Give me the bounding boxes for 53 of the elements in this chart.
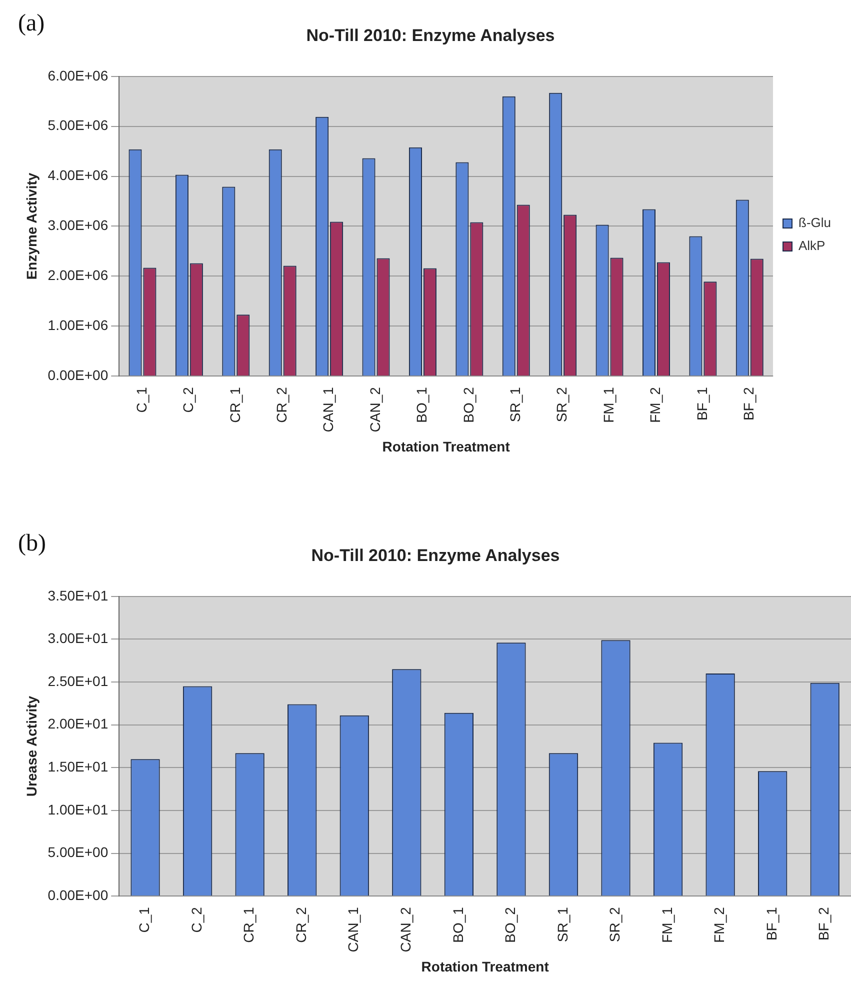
x-tick-label: SR_1 — [506, 386, 523, 422]
x-tick-label: CAN_2 — [398, 906, 414, 952]
x-tick-label: SR_2 — [606, 906, 623, 942]
x-tick-label: CAN_1 — [320, 386, 336, 432]
y-tick-label: 5.00E+06 — [48, 117, 108, 134]
legend-label: ß-Glu — [798, 215, 831, 230]
y-axis-title: Enzyme Activity — [23, 172, 40, 280]
chart-title: No-Till 2010: Enzyme Analyses — [311, 546, 560, 565]
y-tick-label: 3.00E+01 — [48, 630, 108, 646]
y-axis-title: Urease Activity — [23, 696, 40, 797]
x-tick-label: BO_2 — [502, 906, 518, 943]
y-tick-label: 2.00E+06 — [48, 267, 108, 284]
y-tick-label: 6.00E+06 — [48, 67, 108, 84]
x-tick-label: FM_1 — [658, 906, 675, 943]
x-axis-title: Rotation Treatment — [421, 958, 550, 974]
y-tick-label: 0.00E+00 — [48, 366, 108, 383]
x-tick-label: BF_2 — [816, 906, 832, 941]
x-tick-label: C_1 — [133, 386, 150, 413]
x-tick-label: FM_1 — [600, 386, 616, 423]
x-tick-label: CR_2 — [292, 906, 309, 943]
x-tick-label: SR_2 — [554, 386, 570, 422]
x-tick-label: BF_2 — [740, 386, 757, 421]
x-tick-label: BF_1 — [694, 386, 710, 421]
x-tick-label: FM_2 — [711, 906, 728, 943]
x-tick-label: CAN_1 — [345, 906, 362, 952]
x-tick-label: CAN_2 — [366, 386, 383, 432]
y-tick-label: 3.00E+06 — [48, 217, 108, 234]
x-tick-label: CR_2 — [273, 386, 290, 423]
x-tick-label: C_2 — [180, 386, 196, 413]
x-tick-label: BO_1 — [414, 386, 430, 423]
x-tick-label: SR_1 — [554, 906, 570, 942]
x-tick-label: BF_1 — [763, 906, 780, 941]
text: (a) — [18, 10, 45, 36]
text: (b) — [18, 530, 46, 556]
legend-label: AlkP — [798, 238, 826, 254]
y-tick-label: 2.50E+01 — [48, 672, 108, 689]
x-tick-label: CR_1 — [226, 386, 243, 423]
x-tick-label: BO_1 — [450, 906, 466, 943]
y-tick-label: 3.50E+01 — [48, 587, 108, 604]
x-tick-label: BO_2 — [460, 386, 476, 423]
chart-title: No-Till 2010: Enzyme Analyses — [306, 26, 555, 45]
y-tick-label: 5.00E+00 — [48, 844, 108, 860]
x-tick-label: FM_2 — [647, 386, 664, 423]
y-tick-label: 4.00E+06 — [48, 167, 108, 184]
y-tick-label: 2.00E+01 — [48, 716, 108, 732]
x-axis-title: Rotation Treatment — [382, 438, 510, 454]
x-tick-label: C_1 — [136, 906, 152, 933]
y-tick-label: 1.00E+06 — [48, 316, 108, 333]
y-tick-label: 1.50E+01 — [48, 758, 108, 774]
y-tick-label: 0.00E+00 — [48, 886, 108, 903]
y-tick-label: 1.00E+01 — [48, 801, 108, 818]
x-tick-label: CR_1 — [240, 906, 257, 943]
x-tick-label: C_2 — [188, 906, 204, 933]
